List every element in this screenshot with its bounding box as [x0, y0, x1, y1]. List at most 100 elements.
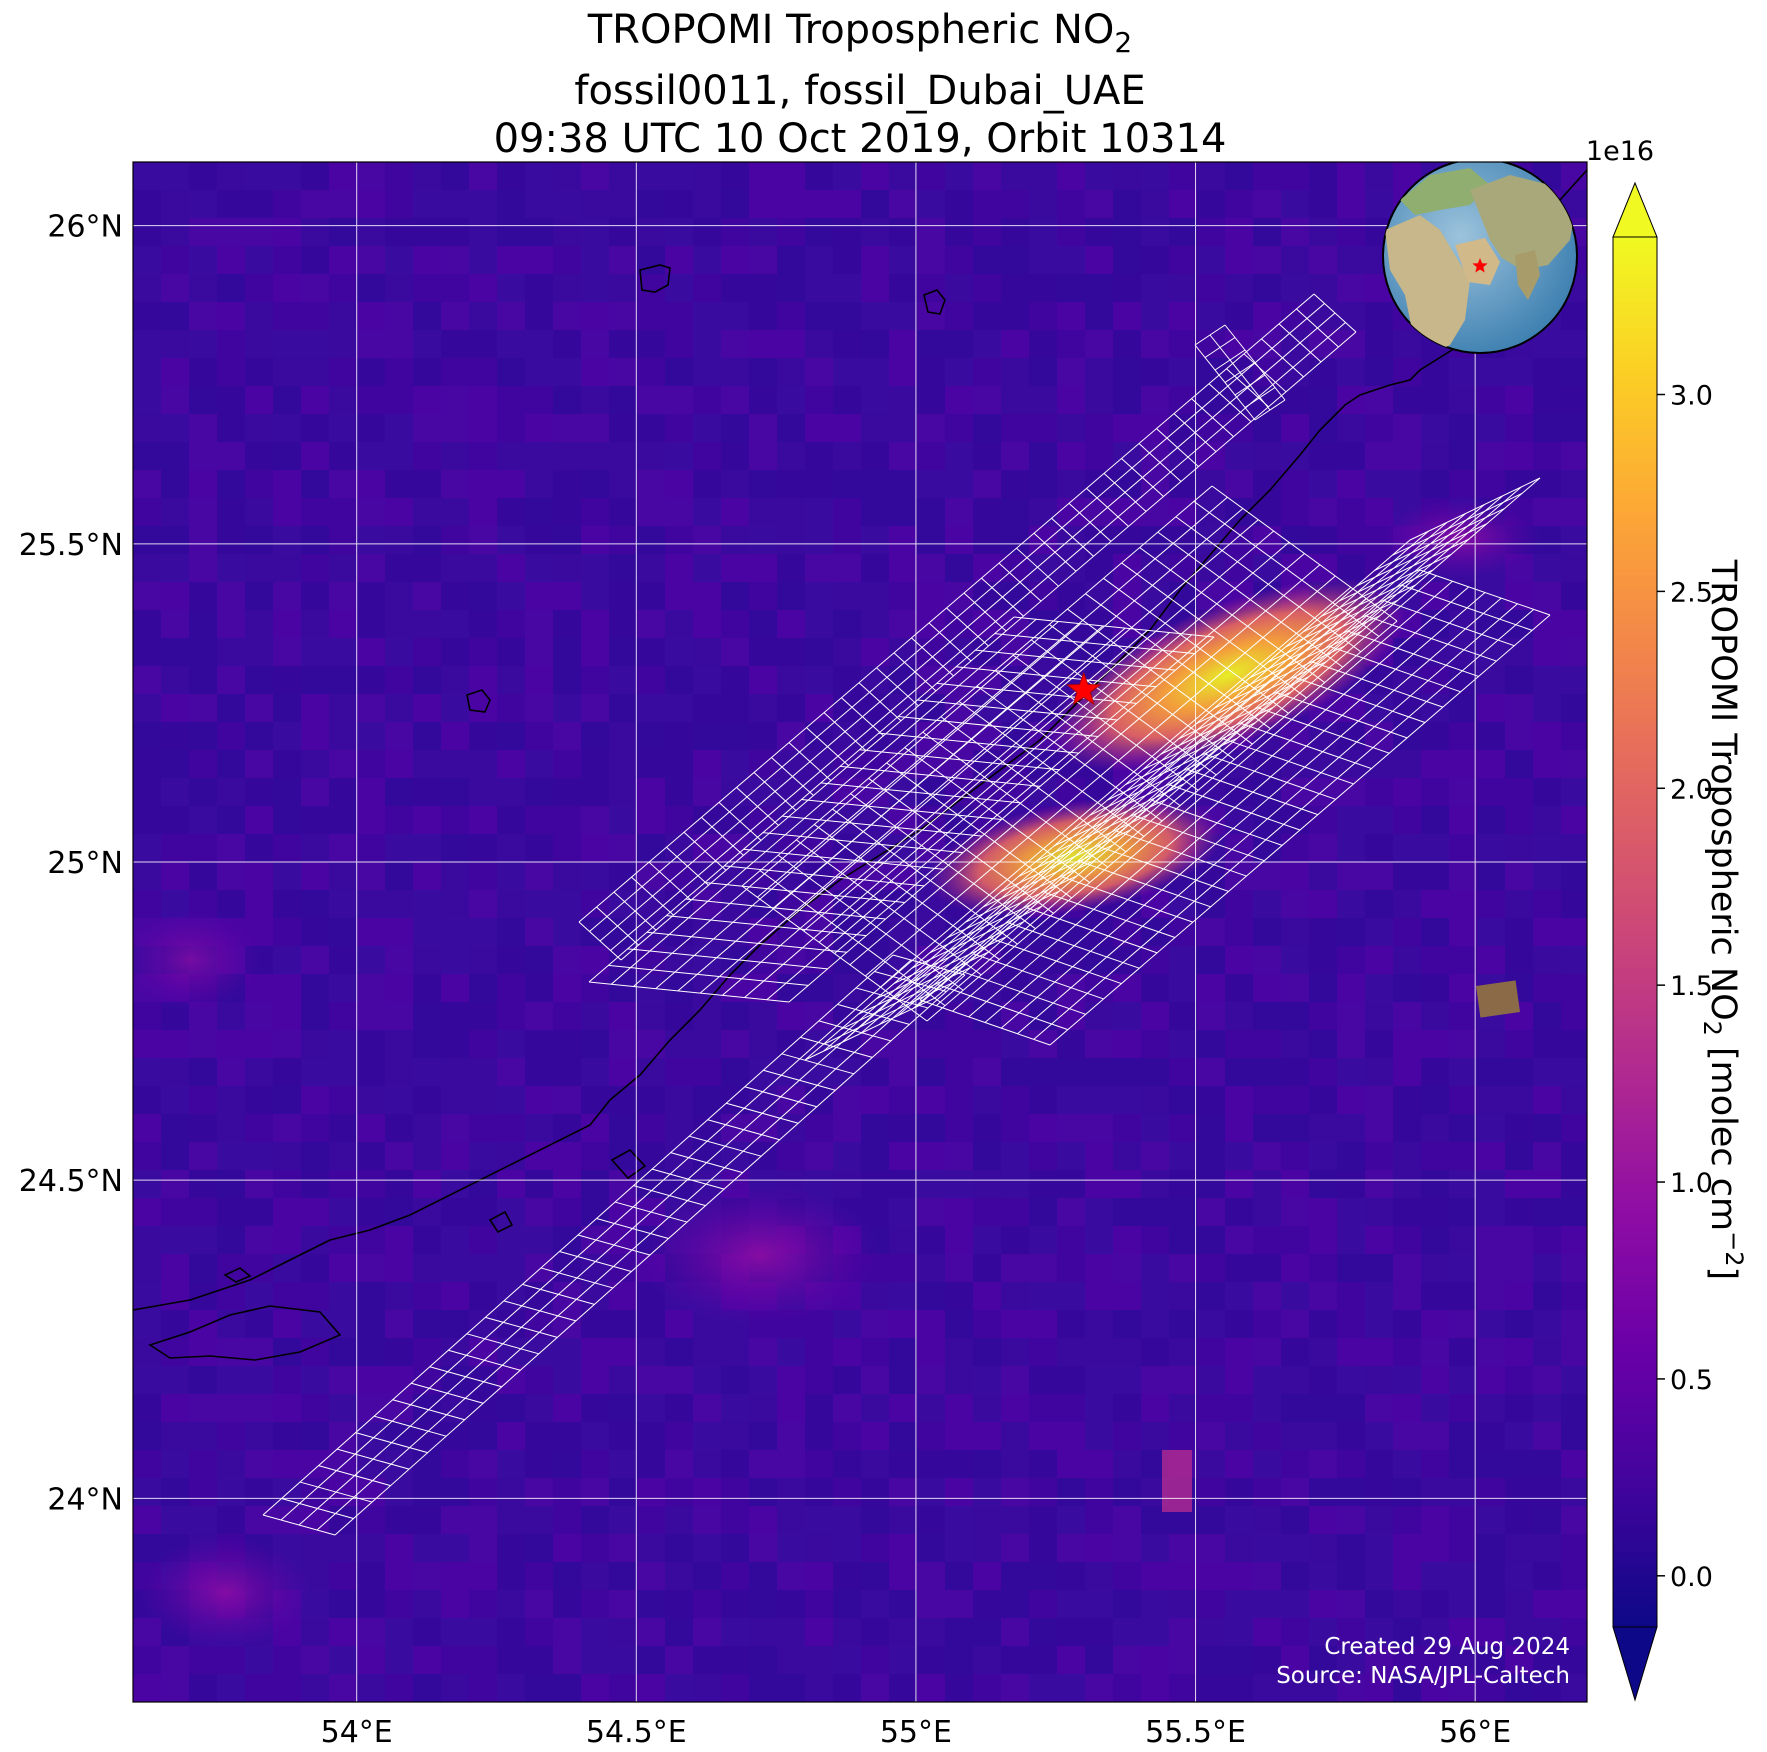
no2-pixel: [581, 582, 609, 610]
no2-pixel: [329, 834, 357, 862]
no2-pixel: [1169, 442, 1197, 470]
no2-pixel: [693, 638, 721, 666]
no2-pixel: [329, 1114, 357, 1142]
no2-pixel: [945, 1142, 973, 1170]
no2-pixel: [497, 1478, 525, 1506]
no2-pixel: [1561, 498, 1587, 526]
no2-pixel: [1393, 1170, 1421, 1198]
no2-pixel: [1477, 1310, 1505, 1338]
no2-pixel: [1113, 1646, 1141, 1674]
no2-pixel: [525, 498, 553, 526]
no2-pixel: [1029, 1366, 1057, 1394]
no2-pixel: [1365, 358, 1393, 386]
no2-pixel: [1281, 890, 1309, 918]
no2-pixel: [1337, 1086, 1365, 1114]
no2-pixel: [1505, 862, 1533, 890]
no2-pixel: [301, 1058, 329, 1086]
no2-pixel: [833, 1030, 861, 1058]
no2-pixel: [1113, 1506, 1141, 1534]
no2-pixel: [973, 1646, 1001, 1674]
no2-pixel: [1085, 470, 1113, 498]
no2-pixel: [525, 1058, 553, 1086]
no2-pixel: [1253, 1226, 1281, 1254]
no2-pixel: [1001, 470, 1029, 498]
no2-pixel: [441, 1534, 469, 1562]
no2-pixel: [469, 218, 497, 246]
no2-pixel: [1029, 386, 1057, 414]
no2-pixel: [161, 218, 189, 246]
no2-pixel: [1197, 1226, 1225, 1254]
no2-pixel: [721, 1618, 749, 1646]
swath-line: [1142, 706, 1274, 770]
no2-pixel: [1057, 330, 1085, 358]
no2-pixel: [945, 750, 973, 778]
no2-pixel: [553, 1674, 581, 1702]
no2-pixel: [245, 1058, 273, 1086]
no2-pixel: [693, 1506, 721, 1534]
no2-pixel: [525, 414, 553, 442]
no2-pixel: [889, 862, 917, 890]
no2-pixel: [357, 1394, 385, 1422]
swath-line: [766, 634, 1193, 1001]
no2-pixel: [609, 190, 637, 218]
no2-pixel: [217, 526, 245, 554]
no2-pixel: [1449, 386, 1477, 414]
no2-pixel: [245, 1366, 273, 1394]
no2-pixel: [525, 638, 553, 666]
no2-pixel: [861, 610, 889, 638]
no2-pixel: [945, 1114, 973, 1142]
no2-pixel: [973, 1534, 1001, 1562]
no2-pixel: [133, 610, 161, 638]
no2-pixel: [945, 1394, 973, 1422]
no2-pixel: [665, 778, 693, 806]
no2-pixel: [917, 246, 945, 274]
no2-pixel: [1113, 1226, 1141, 1254]
no2-pixel: [1197, 498, 1225, 526]
no2-pixel: [413, 1478, 441, 1506]
no2-pixel: [217, 1198, 245, 1226]
no2-pixel: [805, 974, 833, 1002]
no2-pixel: [217, 1142, 245, 1170]
no2-pixel: [973, 526, 1001, 554]
no2-pixel: [217, 218, 245, 246]
no2-pixel: [329, 1086, 357, 1114]
no2-pixel: [385, 1002, 413, 1030]
no2-pixel: [721, 386, 749, 414]
no2-pixel: [273, 1254, 301, 1282]
swath-line: [1033, 608, 1535, 1040]
no2-pixel: [553, 386, 581, 414]
no2-pixel: [889, 246, 917, 274]
no2-pixel: [1029, 330, 1057, 358]
footer-created: Created 29 Aug 2024: [1324, 1634, 1570, 1660]
no2-pixel: [721, 722, 749, 750]
no2-pixel: [805, 1002, 833, 1030]
no2-pixel: [245, 1142, 273, 1170]
no2-pixel: [161, 1198, 189, 1226]
no2-pixel: [693, 470, 721, 498]
no2-pixel: [805, 302, 833, 330]
no2-pixel: [189, 1646, 217, 1674]
no2-pixel: [329, 274, 357, 302]
footer-source: Source: NASA/JPL-Caltech: [1276, 1663, 1570, 1689]
no2-pixel: [721, 330, 749, 358]
swath-line: [599, 312, 1336, 942]
swath-line: [860, 513, 1467, 1034]
no2-pixel: [805, 498, 833, 526]
no2-pixel: [1225, 1058, 1253, 1086]
swath-line: [1036, 798, 1167, 862]
no2-pixel: [1561, 834, 1587, 862]
title-line-3: 09:38 UTC 10 Oct 2019, Orbit 10314: [493, 116, 1227, 162]
no2-pixel: [833, 1674, 861, 1702]
no2-pixel: [273, 806, 301, 834]
no2-pixel: [721, 1002, 749, 1030]
no2-pixel: [693, 1086, 721, 1114]
no2-pixel: [161, 1506, 189, 1534]
no2-pixel: [245, 274, 273, 302]
no2-pixel: [721, 302, 749, 330]
no2-pixel: [1561, 1170, 1587, 1198]
no2-pixel: [973, 582, 1001, 610]
no2-pixel: [1337, 1674, 1365, 1702]
no2-pixel: [805, 274, 833, 302]
no2-pixel: [1393, 834, 1421, 862]
no2-pixel: [385, 1282, 413, 1310]
